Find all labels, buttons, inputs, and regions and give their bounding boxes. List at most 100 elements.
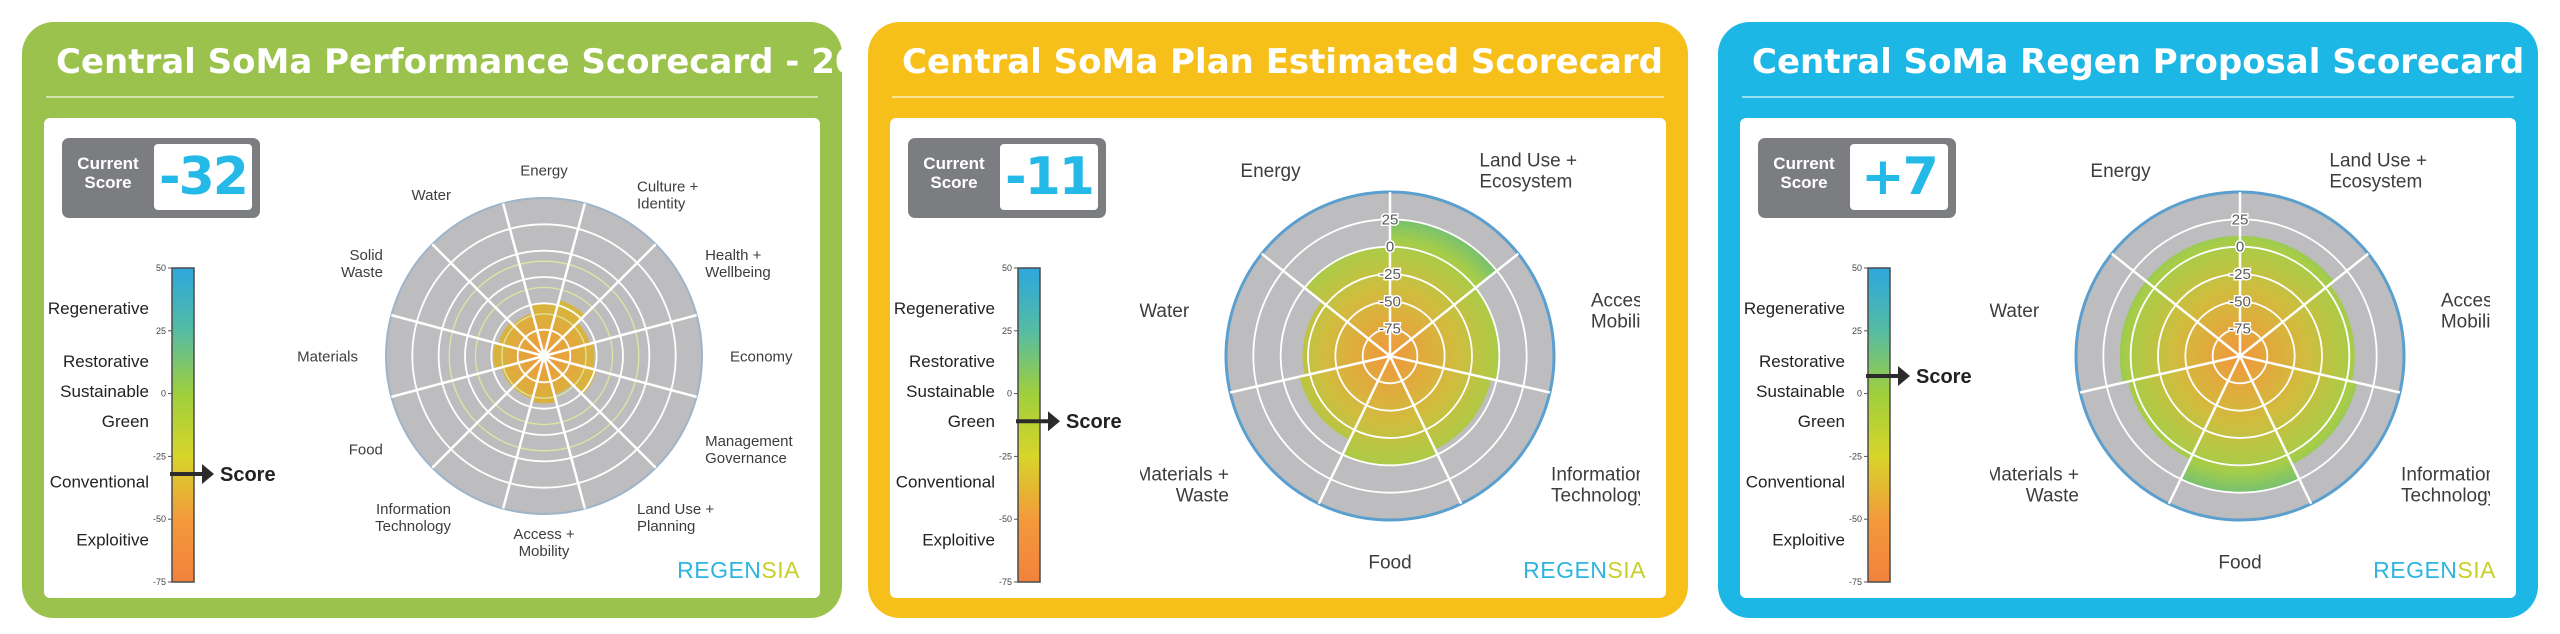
scale-tier-label: Regenerative [1744,299,1845,318]
radar-spoke [543,313,697,358]
card-title: Central SoMa Plan Estimated Scorecard [902,42,1663,82]
scale-tick-label: -50 [999,514,1012,524]
scale-tier-label: Sustainable [60,382,149,401]
card-panel: Current Score -32 50 25 0 -25 -50 -75 Regenera… [44,118,820,598]
radar-axis-label: Energy [2090,161,2151,182]
logo-text-sia: SIA [761,557,800,583]
radar-axis-label: Management +Governance [705,433,794,467]
radar-spoke [1389,354,1551,394]
scale-tick-label: -50 [153,514,166,524]
radar-axis-label-line: Water [1990,301,2040,322]
radar-axis-label-line: Information [2401,465,2490,486]
scale-tier-label: Exploitive [922,530,995,549]
score-pointer-arrow [1898,366,1910,387]
radar-axis-label-line: Food [2218,553,2261,574]
radar-axis-label-line: Energy [1240,161,1301,182]
radar-axis-label: Land Use + Ecosystem [1479,151,1577,193]
current-score-box: Current Score -11 [908,138,1106,218]
scale-tick-label: 50 [1002,263,1012,273]
scale-tier-label: Restorative [1759,352,1845,371]
radar-axis-label: Information Technology [2401,465,2490,507]
radar-spoke [542,203,587,357]
radar-ring [437,249,651,463]
scale-tick-label: -50 [1849,514,1862,524]
radar-ring-label: -25 [2229,266,2251,283]
scale-bar [171,267,195,583]
radar-ring [516,328,572,384]
radar-ring-label: -75 [1379,321,1401,338]
radar-axis-label: Water [412,187,451,204]
radar-spoke [1261,252,1391,357]
scale-tier-label: Restorative [909,352,995,371]
scale-tick-label: -25 [153,451,166,461]
radar-ring-minor [501,313,587,399]
radar-axis-label: Culture + Identity [637,179,699,213]
radar-value-wedge [1299,356,1390,440]
score-pointer-label: Score [220,464,276,486]
radar-axis-label-line: Materials [297,348,358,365]
radar-axis-label: Solid Waste [341,247,383,281]
radar-spoke [1317,355,1392,505]
radar-spoke [2111,252,2241,357]
radar-value-wedge [2145,235,2240,356]
radar-value-wedge [2240,356,2358,465]
radar-value-wedge [1304,246,1390,356]
card-regen-proposal: Central SoMa Regen Proposal Scorecard Cu… [1718,22,2538,618]
radar-axis-label: Water [1140,301,1190,322]
radar-value-wedge [1390,356,1492,450]
score-pointer-label: Score [1916,366,1972,388]
scale-tier-label: Exploitive [1772,530,1845,549]
radar-ring-minor [474,286,614,426]
current-score-box: Current Score +7 [1758,138,1956,218]
scale-tick-label: 50 [156,263,166,273]
radar-axis-label: Food [349,441,383,458]
radar-spoke [2167,355,2242,505]
score-pointer-label: Score [1066,411,1122,433]
radar-axis-label-line: Materials + [1990,465,2079,486]
radar-axis-label: Materials + Waste [1140,465,1229,507]
card-title: Central SoMa Regen Proposal Scorecard [1752,42,2525,82]
regensia-logo: REGENSIA [1523,557,1646,584]
scale-tier-label: Sustainable [1756,382,1845,401]
score-scale: 50 25 0 -25 -50 -75 Regenerative Restorative Sus… [1744,263,1972,587]
radar-axis-label-line: Planning [637,518,695,535]
current-score-box: Current Score -32 [62,138,260,218]
title-divider [892,96,1664,98]
scale-tier-label: Regenerative [894,299,995,318]
radar-axis-label: Information Technology [1551,465,1640,507]
current-score-value: -32 [154,144,252,210]
radar-axis-label-line: Land Use + [2329,151,2427,172]
scale-tier-label: Sustainable [906,382,995,401]
radar-axis-label: Health + Wellbeing [705,247,771,281]
scale-tick-label: -25 [999,451,1012,461]
scale-tick-label: -75 [1849,577,1862,587]
scale-tick-label: 25 [1002,326,1012,336]
radar-spoke [2238,355,2313,505]
radar-value-wedge [2128,356,2240,460]
radar-value-wedge [544,356,597,395]
radar-value-wedge [493,342,544,370]
radar-ring-label: -75 [2229,321,2251,338]
radar-axis-label-line: Food [1368,553,1411,574]
radar-ring-label: 0 [1386,239,1394,256]
scale-tick-label: 0 [1857,389,1862,399]
radar-ring-minor [448,260,640,452]
radar-axis-label-line: Culture + [637,179,699,196]
radar-axis-label: Water [1990,301,2040,322]
radar-ring [464,276,624,436]
radar-axis-label: Energy [520,162,568,179]
scale-tier-label: Conventional [50,473,149,492]
scale-tier-label: Green [102,412,149,431]
radar-ring-label: -25 [1379,266,1401,283]
radar-spoke [542,355,587,509]
radar-axis-label-line: Energy [520,162,568,179]
score-pointer-arrow [202,463,214,484]
radar-axis-label-line: Land Use + [1479,151,1577,172]
radar-axis-label: Food [2218,553,2261,574]
radar-axis-label-line: Wellbeing [705,264,771,281]
card-plan-estimated: Central SoMa Plan Estimated Scorecard Cu… [868,22,1688,618]
radar-axis-label-line: Information [1551,465,1640,486]
radar-axis-label-line: Ecosystem [2329,172,2422,193]
